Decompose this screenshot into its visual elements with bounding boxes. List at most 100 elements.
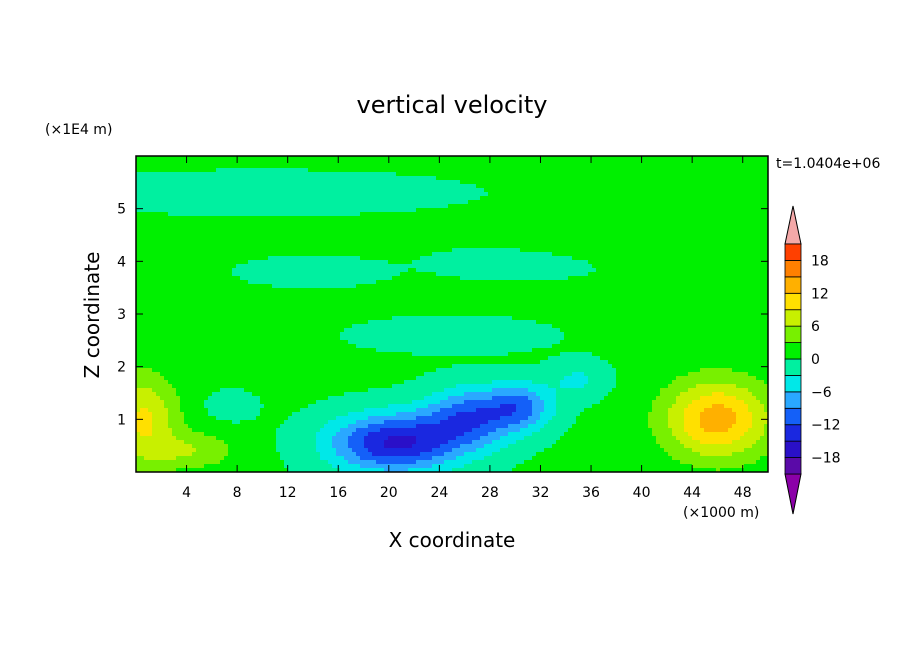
contour-cell xyxy=(488,420,521,425)
contour-cell xyxy=(284,464,333,469)
contour-cell xyxy=(500,404,517,409)
contour-cell xyxy=(416,436,457,441)
contour-cell xyxy=(396,412,433,417)
contour-cell xyxy=(280,452,321,457)
x-axis: 4 8 12 16 20 24 28 32 36 40 44 48 xyxy=(182,156,752,501)
contour-cell xyxy=(136,404,165,409)
colorbar-segment xyxy=(784,243,802,261)
contour-cell xyxy=(244,388,369,393)
contour-cell xyxy=(668,416,685,421)
contour-cell xyxy=(136,428,153,433)
contour-cell xyxy=(576,420,649,425)
contour-cell xyxy=(432,412,457,417)
contour-cell xyxy=(256,416,289,421)
contour-cell xyxy=(588,260,768,265)
x-tick-label: 40 xyxy=(633,485,651,501)
contour-cell xyxy=(376,460,417,465)
colorbar-segment xyxy=(784,358,802,376)
contour-cell xyxy=(532,380,561,385)
contour-cell xyxy=(172,384,393,389)
x-axis-label: X coordinate xyxy=(389,528,516,552)
contour-cell xyxy=(492,440,517,445)
contour-cell xyxy=(480,424,509,429)
contour-cell xyxy=(136,280,249,285)
contour-cell xyxy=(232,268,409,273)
colorbar-label: 12 xyxy=(811,286,829,302)
contour-cell xyxy=(136,172,397,177)
contour-cell xyxy=(588,376,617,381)
contour-cell xyxy=(152,368,437,373)
colorbar-label: −12 xyxy=(811,418,841,434)
contour-cell xyxy=(136,220,768,225)
contour-cell xyxy=(500,416,529,421)
contour-cell xyxy=(548,384,561,389)
contour-cell xyxy=(700,416,737,421)
contour-cell xyxy=(676,400,693,405)
contour-cell xyxy=(464,392,537,397)
contour-cell xyxy=(508,352,561,357)
colorbar-segment xyxy=(784,292,802,311)
contour-cell xyxy=(420,256,573,261)
contour-cell xyxy=(684,428,705,433)
contour-cell xyxy=(700,452,733,457)
contour-cell xyxy=(316,400,413,405)
contour-cell xyxy=(608,392,661,397)
contour-cell xyxy=(520,248,768,253)
contour-cell xyxy=(672,432,689,437)
contour-cell xyxy=(136,464,205,469)
contour-cell xyxy=(276,428,321,433)
contour-cell xyxy=(368,320,537,325)
contour-cell xyxy=(532,412,541,417)
contour-cell xyxy=(344,456,361,461)
colorbar-segment xyxy=(784,325,802,343)
contour-cell xyxy=(444,388,493,393)
contour-cell xyxy=(452,248,521,253)
contour-cell xyxy=(280,456,321,461)
contour-cell xyxy=(180,404,205,409)
contour-cell xyxy=(344,328,561,333)
contour-cell xyxy=(496,428,521,433)
contour-cell xyxy=(452,364,613,369)
contour-cell xyxy=(332,436,349,441)
contour-cell xyxy=(760,436,768,441)
contour-cell xyxy=(276,432,317,437)
contour-cell xyxy=(164,404,181,409)
colorbar-label: 0 xyxy=(811,352,820,368)
contour-cell xyxy=(564,332,768,337)
contour-cell xyxy=(136,368,153,373)
contour-cell xyxy=(204,400,261,405)
contour-cell xyxy=(648,420,669,425)
contour-cell xyxy=(332,444,349,449)
contour-cell xyxy=(260,412,293,417)
contour-cell xyxy=(136,412,153,417)
contour-cell xyxy=(448,416,501,421)
contour-cell xyxy=(316,444,333,449)
contour-cell xyxy=(340,468,385,472)
contour-cell xyxy=(316,436,333,441)
contour-cell xyxy=(508,444,553,449)
contour-cell xyxy=(540,428,569,433)
contour-cell xyxy=(136,332,341,337)
contour-cell xyxy=(540,360,609,365)
contour-cell xyxy=(212,392,253,397)
contour-cell xyxy=(136,376,165,381)
contour-cell xyxy=(564,432,653,437)
contour-cell xyxy=(168,412,185,417)
contour-cell xyxy=(424,396,449,401)
contour-cell xyxy=(136,300,768,305)
x-tick-label: 48 xyxy=(734,485,752,501)
contour-cell xyxy=(328,396,425,401)
contour-cell xyxy=(276,436,317,441)
contour-cell xyxy=(764,380,768,385)
contour-cell xyxy=(252,392,345,397)
contour-cell xyxy=(192,452,229,457)
contour-cell xyxy=(136,468,177,472)
colorbar-label: −18 xyxy=(811,451,841,467)
contour-cell xyxy=(516,408,533,413)
x-tick-label: 28 xyxy=(481,485,499,501)
contour-cell xyxy=(436,272,589,277)
contour-cell xyxy=(736,396,757,401)
contour-cell xyxy=(568,428,653,433)
contour-cell xyxy=(136,260,249,265)
contour-cell xyxy=(540,412,557,417)
